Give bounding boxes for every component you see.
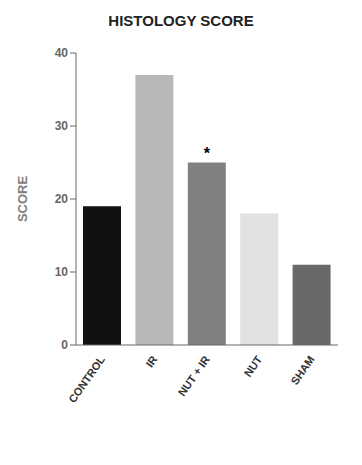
svg-text:NUT: NUT [242, 353, 265, 379]
svg-text:10: 10 [55, 265, 69, 279]
svg-text:CONTROL: CONTROL [66, 353, 107, 405]
svg-text:SHAM: SHAM [288, 354, 316, 387]
svg-text:IR: IR [143, 354, 159, 370]
svg-text:NUT + IR: NUT + IR [176, 354, 212, 399]
svg-text:20: 20 [55, 192, 69, 206]
html-text:HISTOLOGY SCORE: HISTOLOGY SCORE [108, 12, 254, 29]
svg-text:30: 30 [55, 119, 69, 133]
svg-text:*: * [204, 145, 211, 162]
svg-text:0: 0 [61, 338, 68, 352]
svg-text:SCORE: SCORE [15, 176, 30, 223]
svg-text:40: 40 [55, 46, 69, 60]
